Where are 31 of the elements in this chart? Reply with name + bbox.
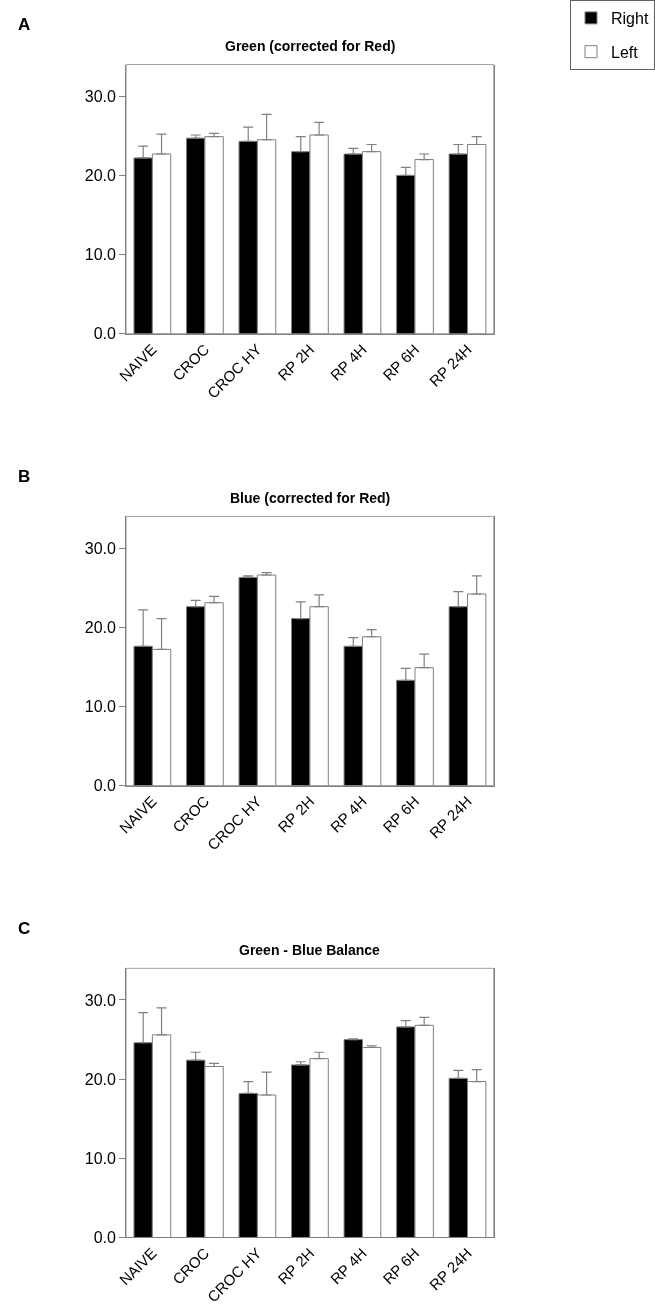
y-tick-label: 0.0 <box>93 777 116 795</box>
chart-title: Green - Blue Balance <box>239 942 381 958</box>
x-tick-label: RP 24H <box>425 1244 475 1294</box>
text: B <box>18 467 31 486</box>
y-tick-label: 20.0 <box>84 166 116 184</box>
y-tick-label: 0.0 <box>93 325 116 343</box>
x-tick-label: RP 6H <box>379 340 423 384</box>
x-tick-label: RP 2H <box>274 1244 318 1288</box>
x-tick-label: RP 24H <box>425 792 475 842</box>
y-tick-label: 10.0 <box>84 246 116 264</box>
x-tick-label: RP 6H <box>379 792 423 836</box>
x-tick-label: RP 2H <box>274 792 318 836</box>
y-tick-label: 0.0 <box>93 1229 116 1247</box>
x-tick-label: RP 6H <box>379 1244 423 1288</box>
y-tick-label: 10.0 <box>84 698 116 716</box>
y-tick-label: 20.0 <box>84 618 116 636</box>
chart-title: Blue (corrected for Red) <box>230 490 391 506</box>
x-tick-label: RP 4H <box>326 792 370 836</box>
y-tick-label: 30.0 <box>84 539 116 557</box>
y-tick-label: 20.0 <box>84 1070 116 1088</box>
y-tick-label: 10.0 <box>84 1149 116 1167</box>
y-tick-label: 30.0 <box>84 87 116 105</box>
x-tick-label: RP 4H <box>326 1244 370 1288</box>
text: C <box>18 919 31 938</box>
y-tick-label: 30.0 <box>84 991 116 1009</box>
text: A <box>18 15 31 34</box>
legend-label: Right <box>611 10 649 28</box>
x-tick-label: RP 2H <box>274 340 318 384</box>
legend-label: Left <box>611 43 639 61</box>
chart-title: Green (corrected for Red) <box>225 38 396 54</box>
x-tick-label: RP 4H <box>326 340 370 384</box>
